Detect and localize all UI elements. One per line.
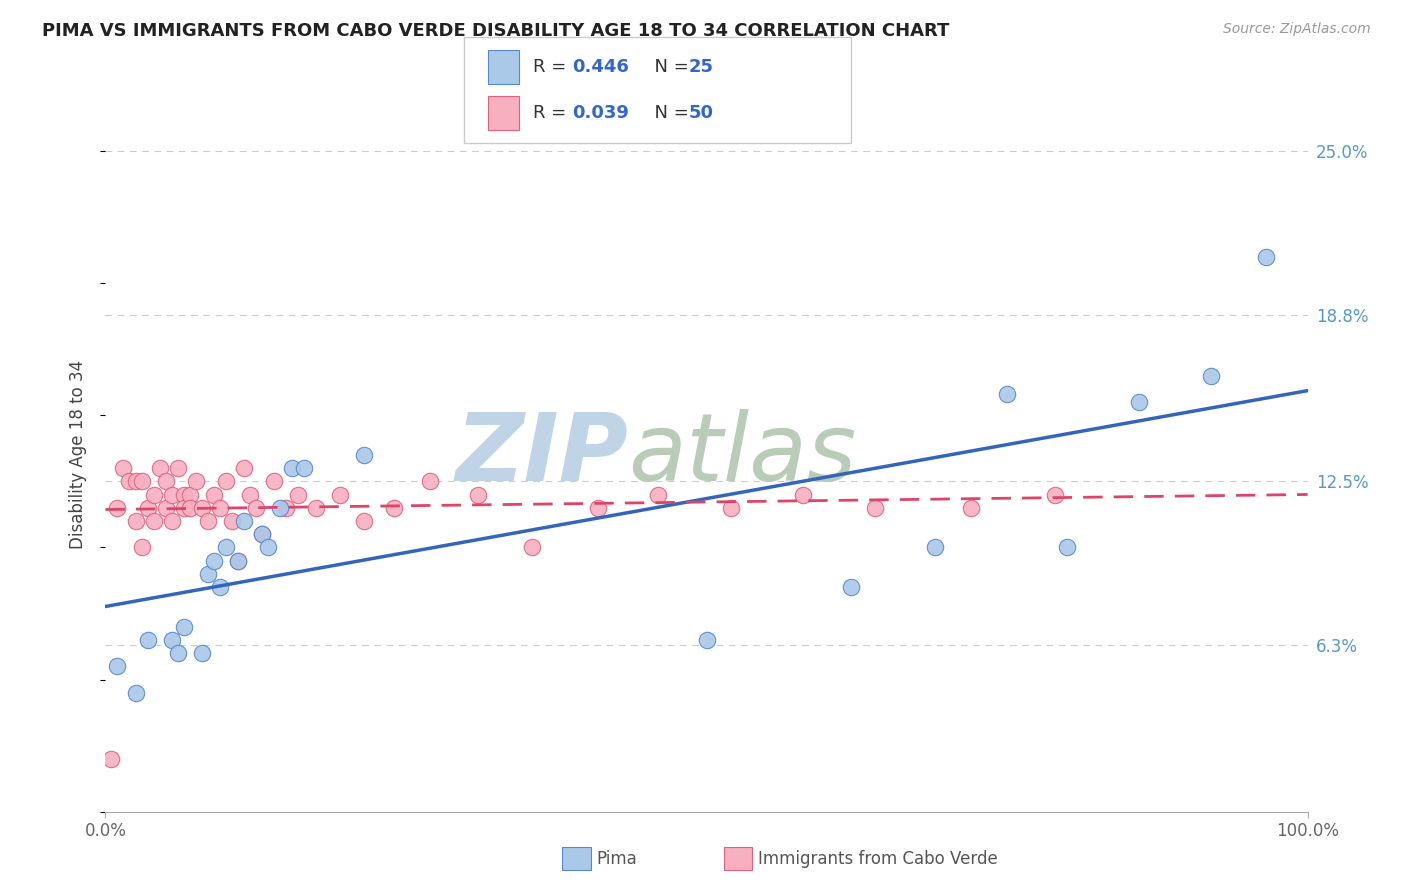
Point	[124, 686, 146, 700]
Text: N =: N =	[643, 104, 695, 122]
Point	[179, 487, 201, 501]
Point	[136, 632, 159, 647]
Point	[160, 487, 183, 501]
Point	[305, 500, 328, 515]
Point	[166, 646, 188, 660]
Point	[202, 487, 225, 501]
Point	[329, 487, 352, 501]
Text: atlas: atlas	[628, 409, 856, 500]
Point	[269, 500, 291, 515]
Point	[232, 514, 254, 528]
Point	[1201, 368, 1223, 383]
Point	[245, 500, 267, 515]
Point	[863, 500, 886, 515]
Text: ZIP: ZIP	[456, 409, 628, 501]
Point	[1254, 250, 1277, 264]
Point	[239, 487, 262, 501]
Point	[131, 475, 153, 489]
Point	[924, 541, 946, 555]
Point	[202, 554, 225, 568]
Point	[118, 475, 141, 489]
Point	[197, 514, 219, 528]
Point	[720, 500, 742, 515]
Text: Source: ZipAtlas.com: Source: ZipAtlas.com	[1223, 22, 1371, 37]
Point	[107, 500, 129, 515]
Point	[208, 580, 231, 594]
Text: PIMA VS IMMIGRANTS FROM CABO VERDE DISABILITY AGE 18 TO 34 CORRELATION CHART: PIMA VS IMMIGRANTS FROM CABO VERDE DISAB…	[42, 22, 949, 40]
Point	[160, 632, 183, 647]
Text: 0.446: 0.446	[572, 58, 628, 76]
Point	[696, 632, 718, 647]
Point	[522, 541, 544, 555]
Point	[208, 500, 231, 515]
Point	[155, 475, 177, 489]
Point	[221, 514, 243, 528]
Point	[1043, 487, 1066, 501]
Point	[173, 487, 195, 501]
Point	[100, 752, 122, 766]
Point	[166, 461, 188, 475]
Point	[995, 387, 1018, 401]
Text: Pima: Pima	[596, 850, 637, 868]
Point	[160, 514, 183, 528]
Point	[131, 541, 153, 555]
Text: R =: R =	[533, 104, 572, 122]
Point	[124, 514, 146, 528]
Point	[226, 554, 249, 568]
Point	[1128, 395, 1150, 409]
Point	[250, 527, 273, 541]
Point	[148, 461, 170, 475]
Text: 25: 25	[689, 58, 714, 76]
Point	[179, 500, 201, 515]
Point	[124, 475, 146, 489]
Point	[197, 566, 219, 581]
Point	[232, 461, 254, 475]
Point	[190, 500, 212, 515]
Text: 50: 50	[689, 104, 714, 122]
Point	[419, 475, 441, 489]
Point	[281, 461, 304, 475]
Point	[382, 500, 405, 515]
Point	[142, 514, 165, 528]
Point	[960, 500, 983, 515]
Point	[250, 527, 273, 541]
Text: Immigrants from Cabo Verde: Immigrants from Cabo Verde	[758, 850, 998, 868]
Point	[190, 646, 212, 660]
Point	[287, 487, 309, 501]
Point	[226, 554, 249, 568]
Point	[136, 500, 159, 515]
Point	[353, 514, 375, 528]
Point	[173, 620, 195, 634]
Point	[112, 461, 135, 475]
Point	[1056, 541, 1078, 555]
Point	[588, 500, 610, 515]
Text: 0.039: 0.039	[572, 104, 628, 122]
Point	[214, 541, 236, 555]
Point	[467, 487, 489, 501]
Point	[155, 500, 177, 515]
Text: R =: R =	[533, 58, 572, 76]
Point	[107, 659, 129, 673]
Point	[274, 500, 297, 515]
Point	[214, 475, 236, 489]
Point	[647, 487, 669, 501]
Point	[292, 461, 315, 475]
Point	[792, 487, 814, 501]
Point	[353, 448, 375, 462]
Point	[263, 475, 285, 489]
Point	[256, 541, 278, 555]
Y-axis label: Disability Age 18 to 34: Disability Age 18 to 34	[69, 360, 87, 549]
Text: N =: N =	[643, 58, 695, 76]
Point	[184, 475, 207, 489]
Point	[839, 580, 862, 594]
Point	[173, 500, 195, 515]
Point	[142, 487, 165, 501]
